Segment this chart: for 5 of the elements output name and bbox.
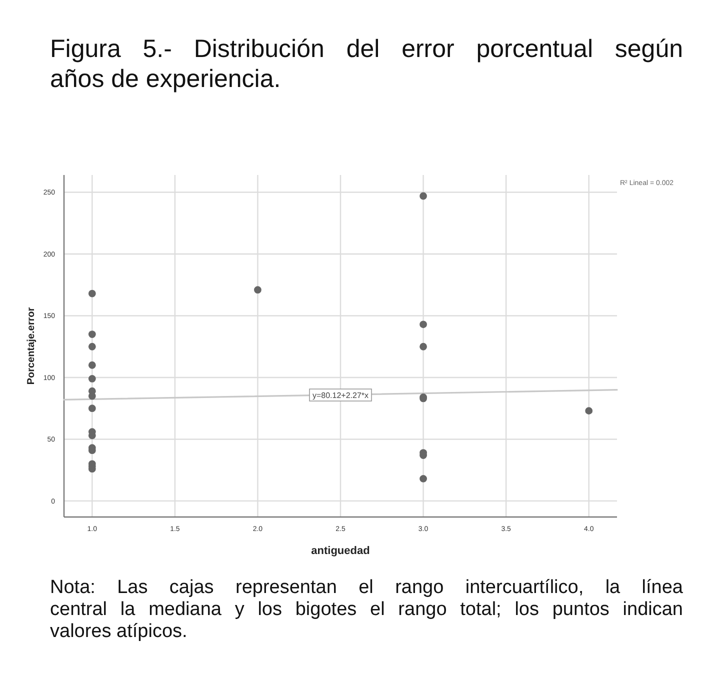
annotation: y=80.12+2.27*x — [312, 390, 369, 400]
text: Nota: Las cajas representan el rango intercuartílico, la línea central la mediana y los bigotes el rango total; los puntos indican valores atípicos. — [50, 577, 684, 642]
y-axis-title: Porcentaje.error — [26, 307, 37, 385]
x-axis-title: antiguedad — [311, 545, 370, 557]
chart-title: Figura 5.- Distribución del error porcentual según años de experiencia. — [50, 35, 683, 93]
